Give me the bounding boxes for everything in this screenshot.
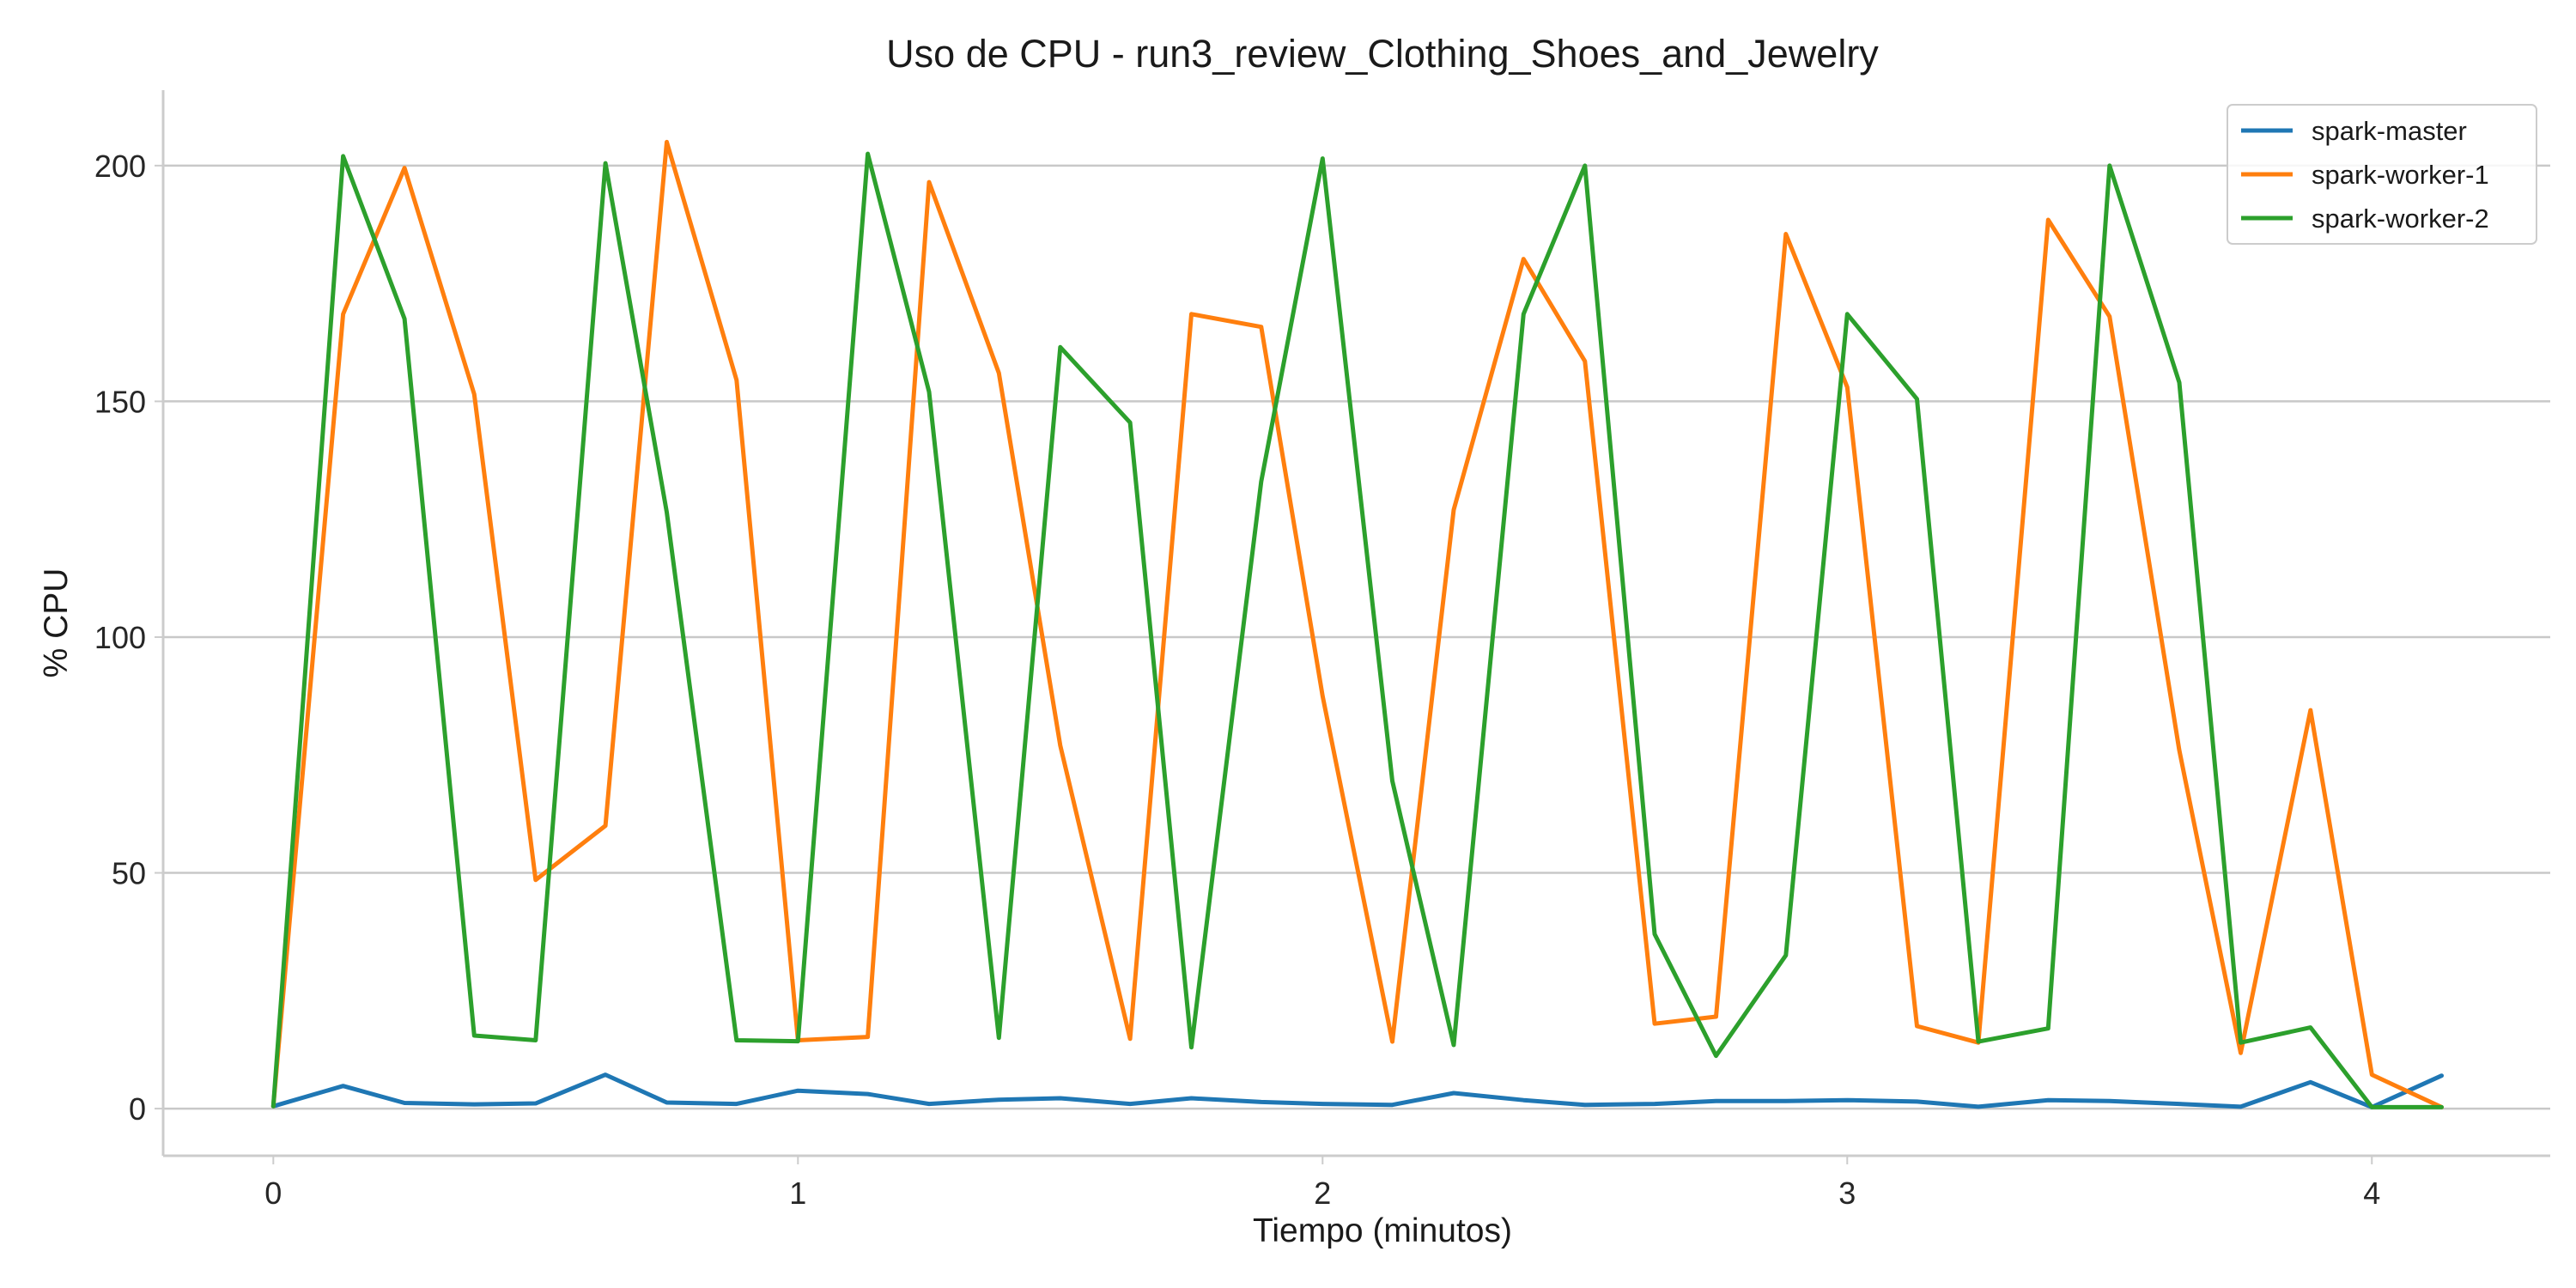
axes	[161, 90, 2550, 1157]
y-tick-label: 50	[112, 856, 146, 891]
x-tick-label: 2	[1314, 1176, 1331, 1211]
legend: spark-master spark-worker-1 spark-worker-2	[2227, 104, 2537, 245]
series-line-spark-worker-2	[270, 151, 2444, 1109]
chart-title: Uso de CPU - run3_review_Clothing_Shoes_…	[886, 32, 1879, 76]
series-line-spark-worker-1	[270, 139, 2444, 1109]
y-tick-label: 100	[94, 620, 146, 655]
x-tick-label: 4	[2363, 1176, 2380, 1211]
y-axis-title: % CPU	[38, 568, 75, 678]
tick-labels: 0 1 2 3 4 0 50 100 150 200	[94, 149, 2380, 1211]
x-axis-title: Tiempo (minutos)	[1253, 1212, 1512, 1249]
x-tick-label: 1	[789, 1176, 806, 1211]
y-tick-label: 0	[129, 1091, 146, 1127]
y-tick-label: 200	[94, 149, 146, 184]
x-tick-label: 0	[264, 1176, 282, 1211]
x-tick-label: 3	[1838, 1176, 1856, 1211]
gridlines	[163, 164, 2550, 1110]
legend-label-spark-worker-2: spark-worker-2	[2312, 204, 2489, 234]
legend-label-spark-worker-1: spark-worker-1	[2312, 160, 2489, 190]
legend-box	[2227, 104, 2537, 245]
series-line-spark-master	[270, 1072, 2444, 1109]
legend-label-spark-master: spark-master	[2312, 116, 2467, 146]
y-tick-label: 150	[94, 384, 146, 419]
series-lines	[270, 139, 2444, 1109]
